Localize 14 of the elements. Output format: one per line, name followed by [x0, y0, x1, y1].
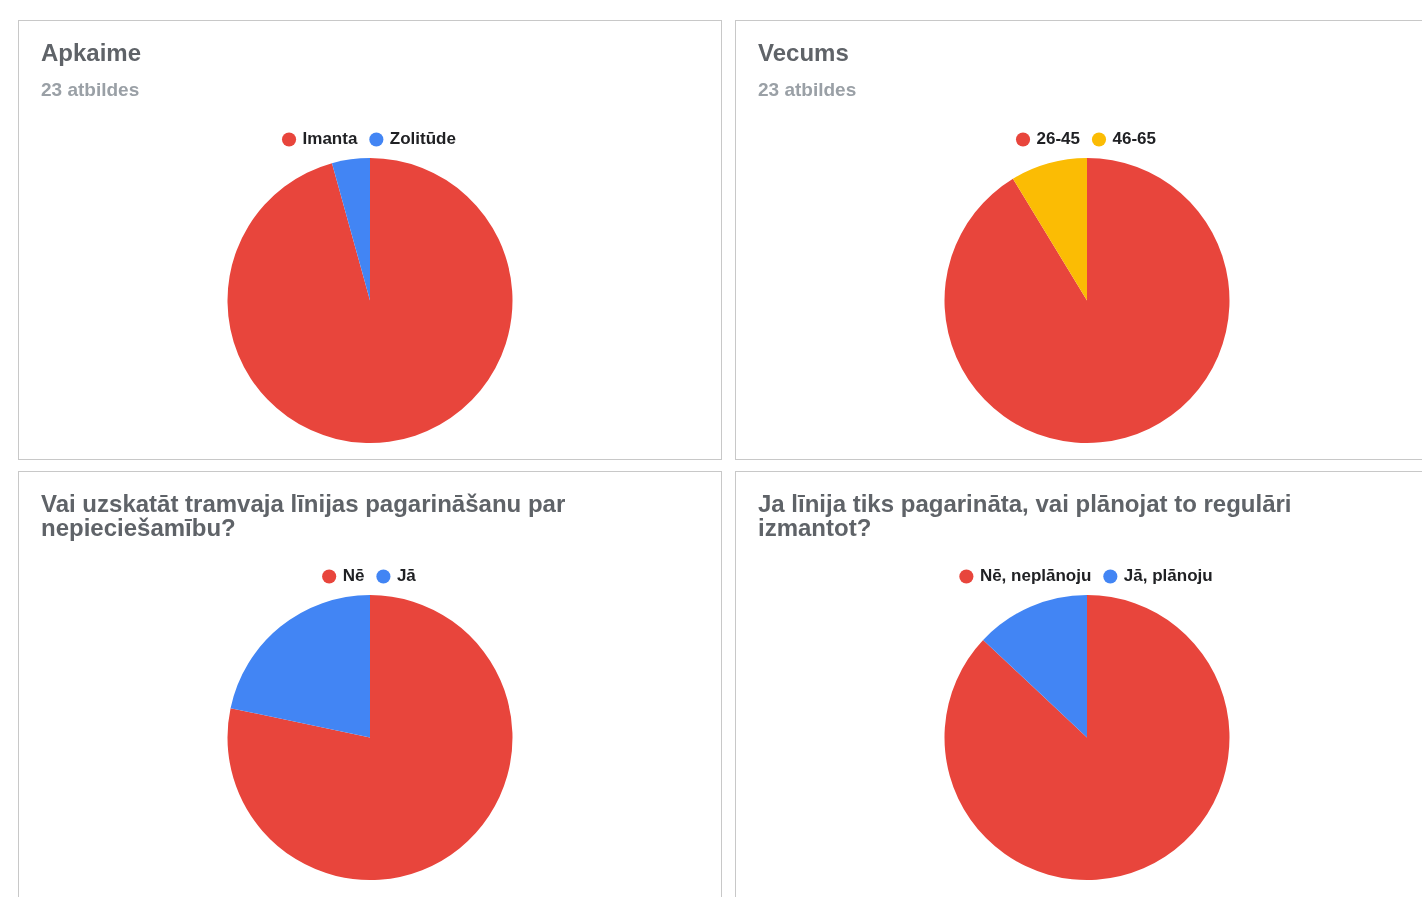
legend-label: Jā — [396, 566, 417, 586]
legend-label: Nē, neplānoju — [979, 566, 1092, 586]
legend-label: Imanta — [302, 129, 358, 149]
legend-label: Zolitūde — [389, 129, 456, 149]
legend-label: 46-65 — [1112, 129, 1156, 149]
chart-subtitle: 23 atbildes — [758, 79, 857, 101]
chart-subtitle: 23 atbildes — [41, 79, 140, 101]
chart-title: Ja līnija tiks pagarināta, vai plānojat to regulāri izmantot? — [758, 490, 1293, 541]
chart-title: Apkaime — [41, 39, 143, 66]
legend-label: 26-45 — [1036, 129, 1080, 149]
chart-title: Vai uzskatāt tramvaja līnijas pagarināšanu par nepieciešamību? — [41, 490, 567, 541]
legend-label: Jā, plānoju — [1123, 566, 1213, 586]
legend-label: Nē — [342, 566, 365, 586]
chart-title: Vecums — [758, 39, 850, 66]
